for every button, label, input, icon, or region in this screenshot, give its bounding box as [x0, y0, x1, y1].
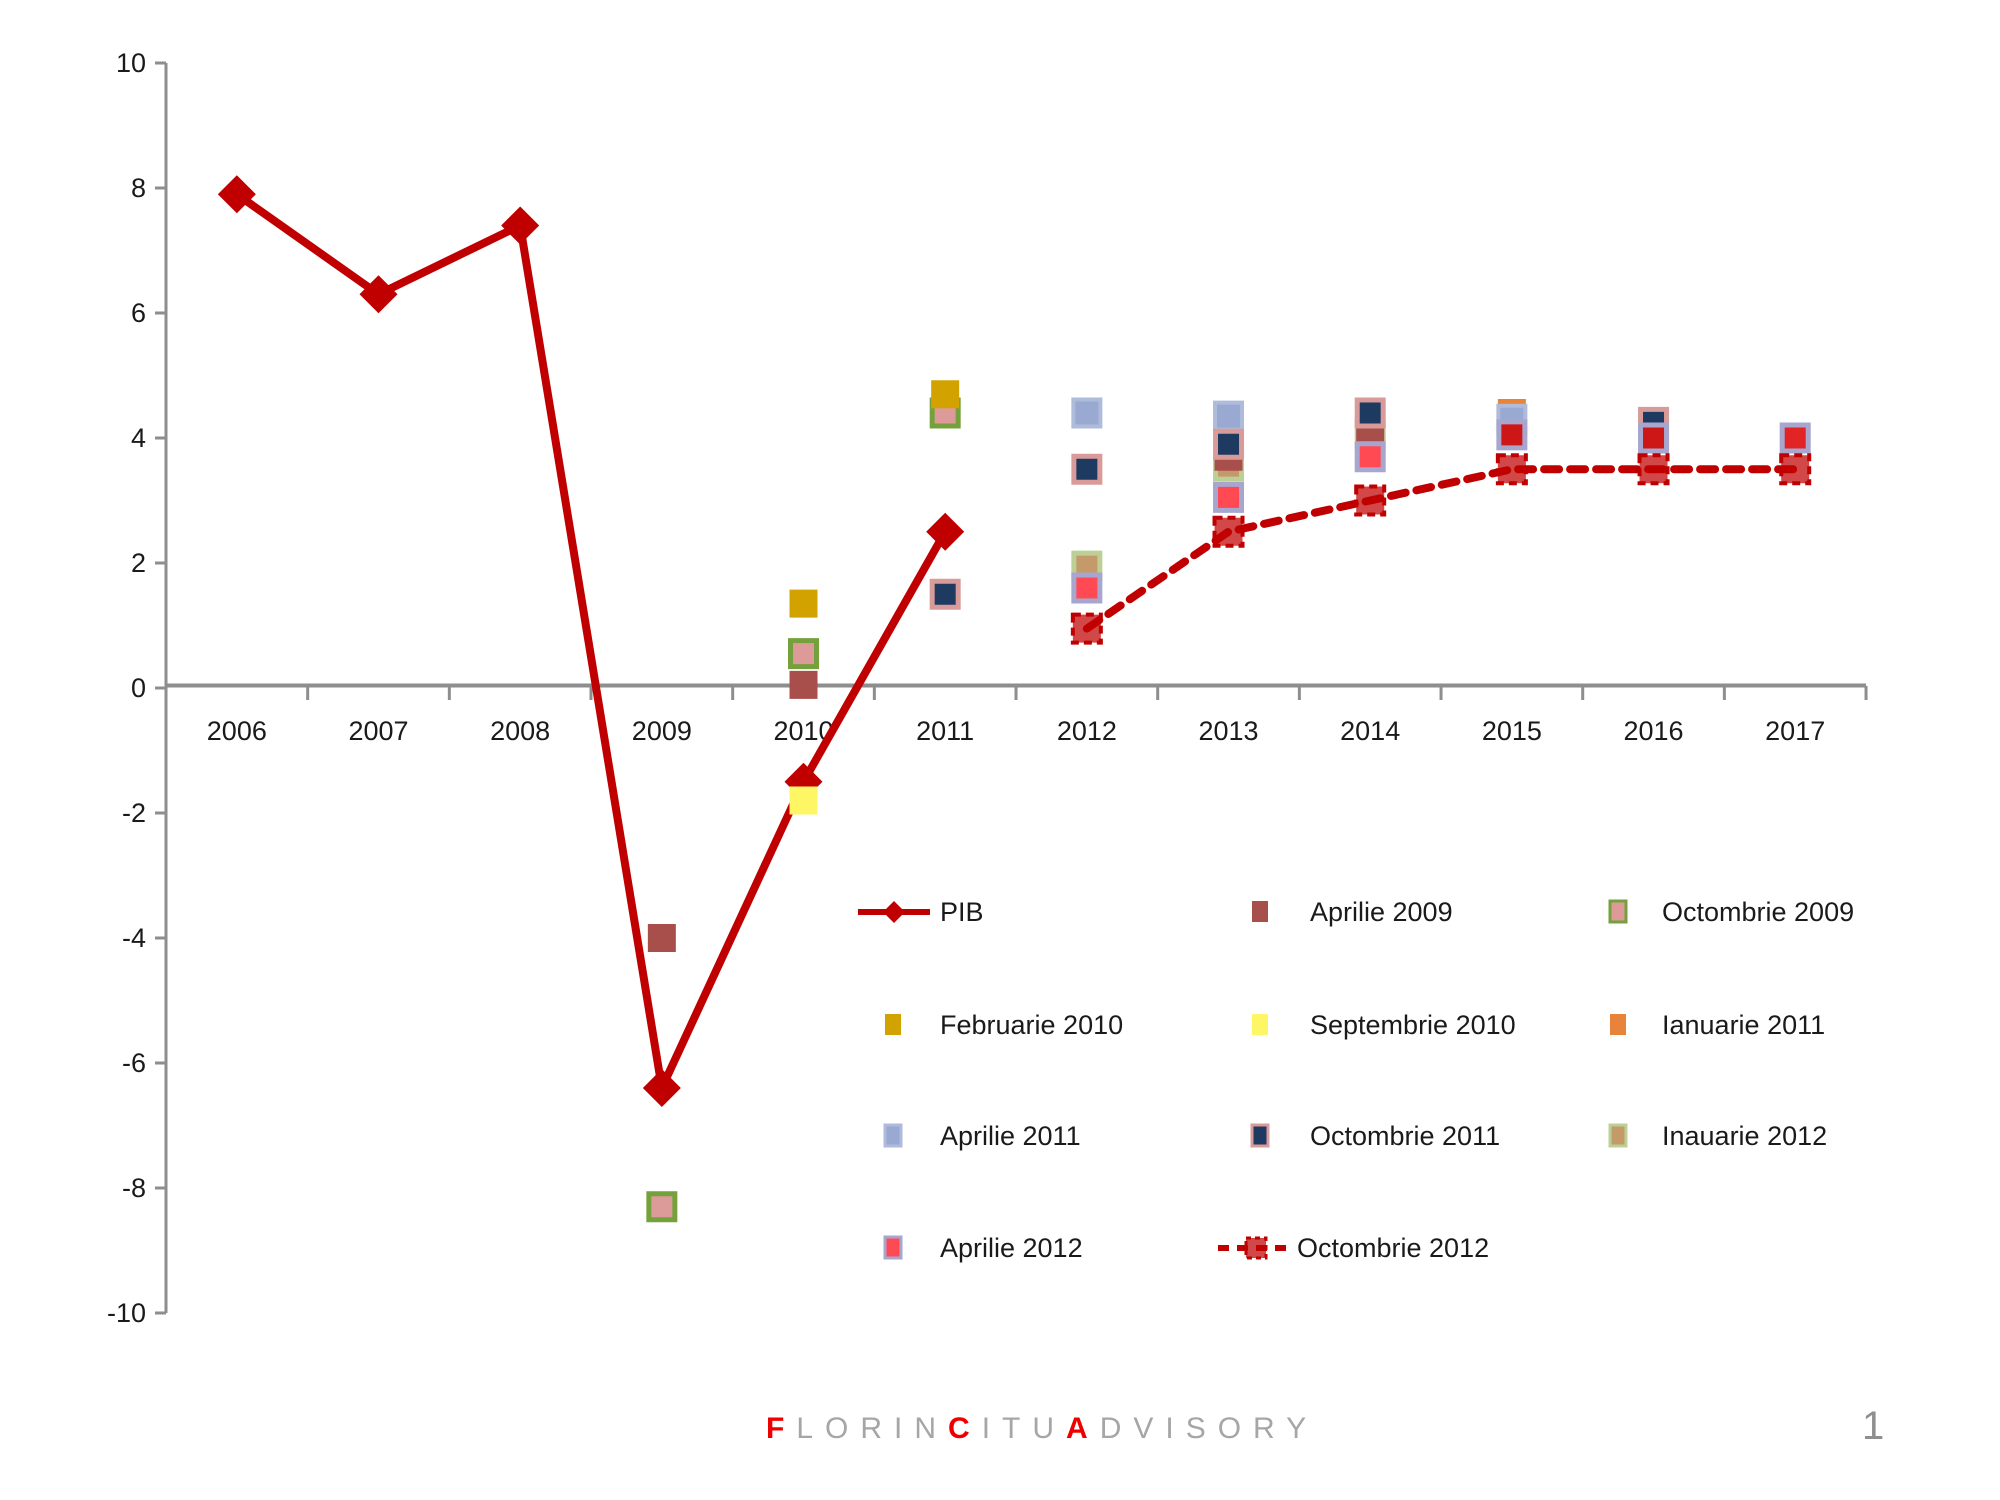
pib-marker-2008 [501, 206, 540, 245]
legend-swatch-ian2011 [1610, 1014, 1626, 1035]
marker-apr2012-2015 [1496, 419, 1528, 451]
y-axis-tick-label: 0 [131, 673, 146, 703]
x-axis-tick-label: 2012 [1057, 716, 1117, 746]
marker-feb2010-2010 [789, 589, 818, 618]
y-axis-tick-label: 4 [131, 423, 146, 453]
marker-oct2011-2013 [1213, 428, 1245, 460]
marker-oct2012-2014 [1354, 484, 1387, 517]
x-axis-tick-label: 2017 [1765, 716, 1825, 746]
brand-letter-accent: A [1066, 1412, 1100, 1445]
y-axis-tick-label: -2 [122, 798, 146, 828]
marker-apr2012-2014 [1354, 441, 1386, 473]
x-axis-tick-label: 2013 [1198, 716, 1258, 746]
marker-apr2011-2012 [1071, 397, 1103, 429]
page-number: 1 [1862, 1404, 1885, 1448]
y-axis-tick-label: 8 [131, 173, 146, 203]
legend-swatch-apr2009 [1252, 901, 1268, 922]
y-axis-tick-label: 6 [131, 298, 146, 328]
legend-label-apr2012: Aprilie 2012 [940, 1233, 1083, 1263]
legend-swatch-oct2009 [1608, 899, 1628, 924]
marker-apr2012-2016 [1638, 422, 1670, 454]
legend-label-feb2010: Februarie 2010 [940, 1010, 1123, 1040]
marker-sep2010-2010 [789, 786, 818, 815]
brand-letters: LORIN [796, 1412, 949, 1445]
legend-label-pib: PIB [940, 897, 984, 927]
marker-apr2011-2013 [1213, 400, 1245, 432]
marker-oct2009-2010 [788, 638, 820, 670]
legend-label-inau2012: Inauarie 2012 [1662, 1121, 1827, 1151]
legend-label-oct2012: Octombrie 2012 [1297, 1233, 1489, 1263]
legend-oct2012-marker-sample [1244, 1236, 1268, 1260]
marker-apr2012-2012 [1071, 572, 1103, 604]
y-axis-tick-label: 2 [131, 548, 146, 578]
legend-swatch-feb2010 [885, 1014, 901, 1035]
pib-marker-2007 [359, 275, 398, 314]
y-axis-tick-label: -8 [122, 1173, 146, 1203]
x-axis-tick-label: 2016 [1623, 716, 1683, 746]
legend-label-sep2010: Septembrie 2010 [1310, 1010, 1516, 1040]
x-axis-tick-label: 2014 [1340, 716, 1400, 746]
y-axis-tick-label: -6 [122, 1048, 146, 1078]
legend-swatch-sep2010 [1252, 1014, 1268, 1035]
marker-oct2011-2011 [929, 578, 961, 610]
legend-label-apr2009: Aprilie 2009 [1310, 897, 1453, 927]
legend-label-apr2011: Aprilie 2011 [940, 1121, 1081, 1151]
y-axis-tick-label: -10 [107, 1298, 146, 1328]
legend-label-ian2011: Ianuarie 2011 [1662, 1010, 1825, 1040]
brand-letter-accent: C [948, 1412, 982, 1445]
marker-oct2012-2012 [1070, 612, 1103, 645]
brand-logo: FLORINCITUADVISORY [766, 1412, 1318, 1446]
brand-letter-accent: F [766, 1412, 797, 1445]
legend-pib-marker-sample [883, 901, 905, 923]
x-axis-tick-label: 2007 [348, 716, 408, 746]
pib-line [234, 190, 949, 1092]
legend-swatch-apr2011 [883, 1123, 903, 1148]
marker-apr2009-2010 [789, 670, 818, 699]
legend-swatch-inau2012 [1608, 1123, 1628, 1148]
pib-marker-2011 [926, 512, 965, 551]
marker-apr2012-2013 [1213, 481, 1245, 513]
marker-apr2012-2017 [1779, 422, 1811, 454]
marker-oct2011-2012 [1071, 453, 1103, 485]
marker-apr2009-2009 [647, 924, 676, 952]
legend-swatch-oct2011 [1250, 1123, 1270, 1148]
brand-letters: DVISORY [1099, 1412, 1319, 1445]
pib-marker-2006 [217, 175, 256, 214]
y-axis-tick-label: 10 [116, 48, 146, 78]
marker-feb2010-2011 [931, 380, 960, 409]
x-axis-tick-label: 2006 [207, 716, 267, 746]
x-axis-tick-label: 2009 [632, 716, 692, 746]
legend-swatch-apr2012 [883, 1235, 903, 1260]
marker-oct2011-2014 [1354, 397, 1386, 429]
y-axis-tick-label: -4 [122, 923, 146, 953]
x-axis-tick-label: 2011 [916, 716, 974, 746]
brand-letters: ITU [981, 1412, 1067, 1445]
marker-oct2012-2017 [1779, 453, 1812, 486]
marker-oct2012-2013 [1212, 515, 1245, 548]
pib-marker-2009 [642, 1069, 681, 1107]
x-axis-tick-label: 2015 [1482, 716, 1542, 746]
marker-oct2012-2015 [1495, 453, 1528, 486]
marker-oct2009-2009 [646, 1191, 678, 1223]
legend-label-oct2011: Octombrie 2011 [1310, 1121, 1500, 1151]
legend-label-oct2009: Octombrie 2009 [1662, 897, 1854, 927]
oct2012-dashed-line [1082, 465, 1800, 633]
x-axis-tick-label: 2008 [490, 716, 550, 746]
marker-oct2012-2016 [1637, 453, 1670, 486]
